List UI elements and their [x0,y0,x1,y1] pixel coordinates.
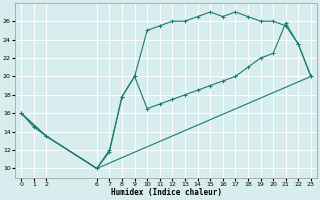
X-axis label: Humidex (Indice chaleur): Humidex (Indice chaleur) [111,188,221,197]
